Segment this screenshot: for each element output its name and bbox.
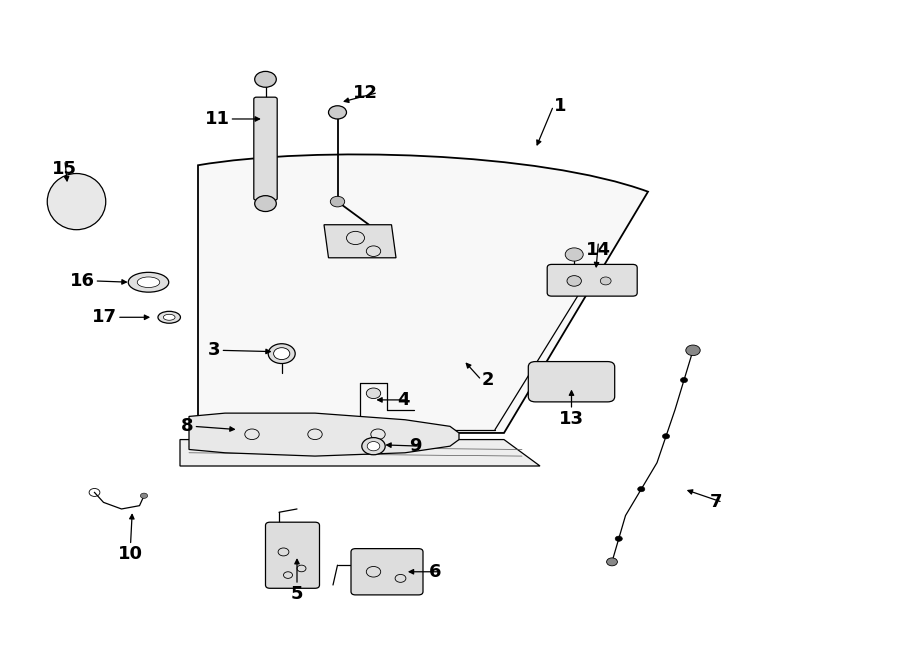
- Circle shape: [367, 442, 380, 451]
- FancyBboxPatch shape: [351, 549, 423, 595]
- PathPatch shape: [180, 440, 540, 466]
- Text: 9: 9: [409, 437, 421, 455]
- Text: 17: 17: [92, 308, 117, 327]
- Text: 10: 10: [118, 545, 143, 563]
- Ellipse shape: [164, 315, 175, 320]
- Circle shape: [600, 277, 611, 285]
- Ellipse shape: [158, 311, 180, 323]
- Text: 1: 1: [554, 97, 566, 115]
- FancyBboxPatch shape: [266, 522, 320, 588]
- Circle shape: [662, 434, 670, 439]
- Text: 4: 4: [397, 391, 410, 409]
- Text: 7: 7: [710, 493, 723, 512]
- Circle shape: [565, 248, 583, 261]
- FancyBboxPatch shape: [547, 264, 637, 296]
- Text: 3: 3: [208, 341, 220, 360]
- Circle shape: [268, 344, 295, 364]
- Text: 15: 15: [52, 160, 77, 178]
- Text: 16: 16: [69, 272, 94, 290]
- Ellipse shape: [128, 272, 169, 292]
- Circle shape: [637, 486, 644, 492]
- PathPatch shape: [189, 413, 459, 456]
- Text: 6: 6: [428, 563, 441, 581]
- Ellipse shape: [137, 277, 160, 288]
- Ellipse shape: [47, 174, 106, 229]
- Text: 2: 2: [482, 371, 494, 389]
- PathPatch shape: [324, 225, 396, 258]
- Circle shape: [330, 196, 345, 207]
- Text: 14: 14: [586, 241, 611, 259]
- Circle shape: [362, 438, 385, 455]
- Circle shape: [616, 536, 623, 541]
- Circle shape: [255, 71, 276, 87]
- Circle shape: [255, 196, 276, 212]
- Circle shape: [328, 106, 346, 119]
- PathPatch shape: [198, 155, 648, 433]
- Circle shape: [140, 493, 148, 498]
- Circle shape: [366, 388, 381, 399]
- Text: 12: 12: [353, 83, 378, 102]
- Circle shape: [680, 377, 688, 383]
- Circle shape: [607, 558, 617, 566]
- Circle shape: [686, 345, 700, 356]
- Text: 13: 13: [559, 410, 584, 428]
- Text: 11: 11: [204, 110, 230, 128]
- Text: 8: 8: [181, 417, 194, 436]
- Text: 5: 5: [291, 585, 303, 603]
- Circle shape: [274, 348, 290, 360]
- FancyBboxPatch shape: [254, 97, 277, 200]
- FancyBboxPatch shape: [528, 362, 615, 402]
- Circle shape: [567, 276, 581, 286]
